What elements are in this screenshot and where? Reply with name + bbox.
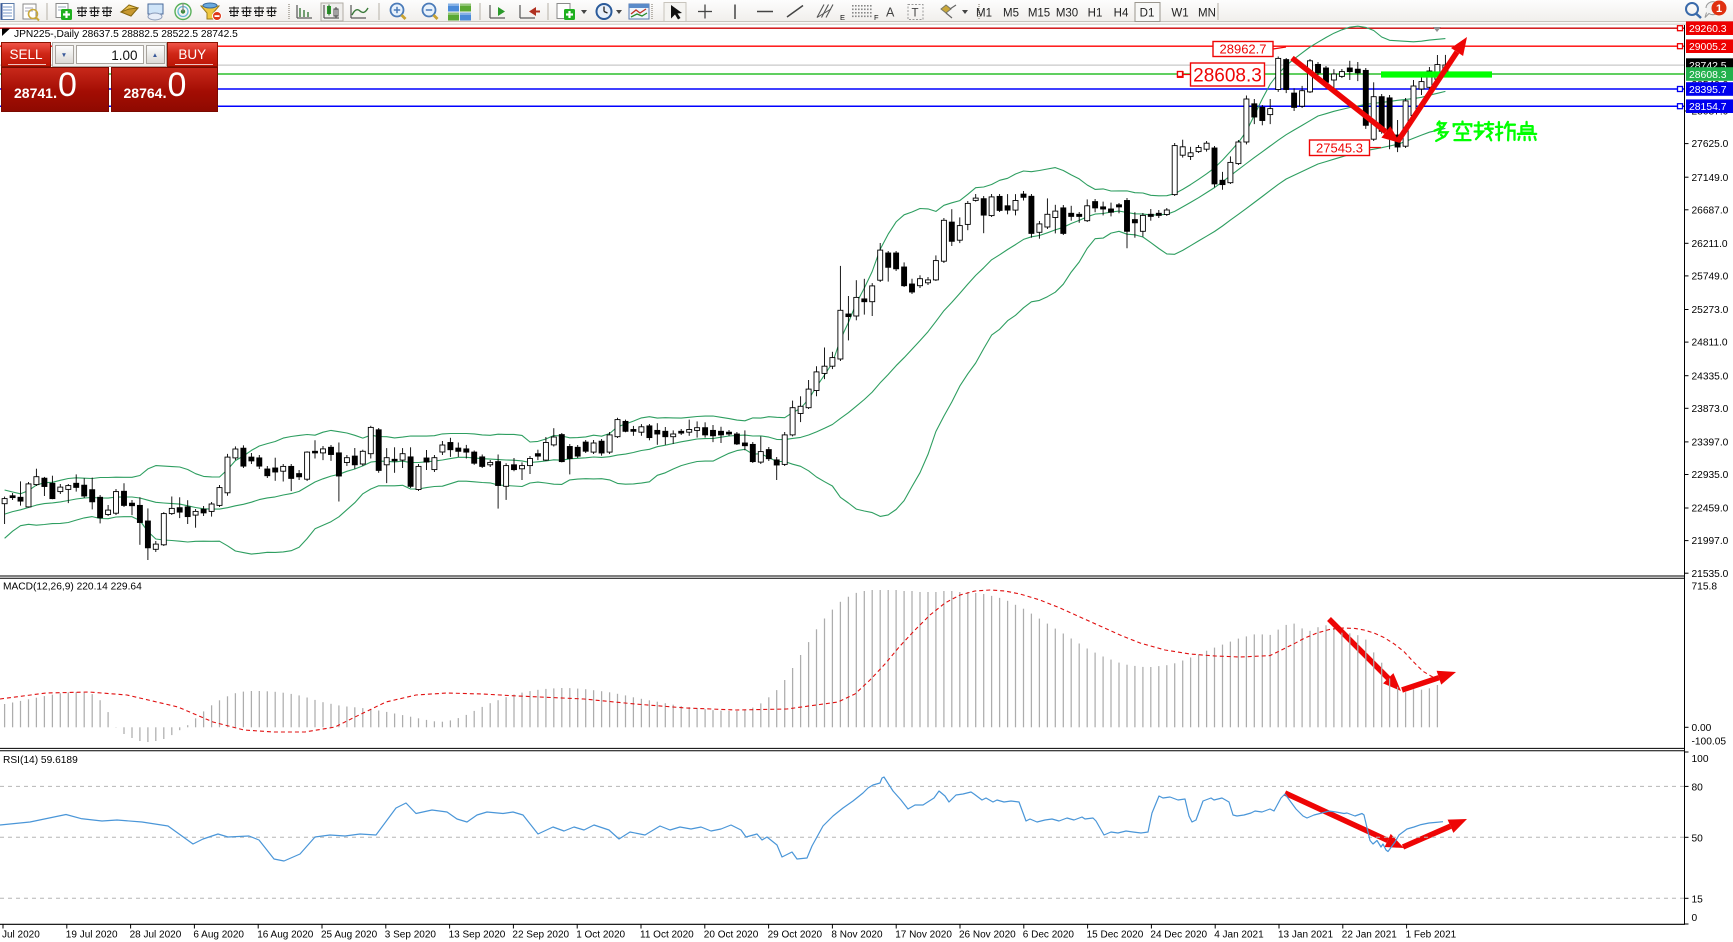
svg-text:0: 0 xyxy=(1692,913,1698,924)
svg-text:28608.3: 28608.3 xyxy=(1193,65,1262,86)
svg-text:W1: W1 xyxy=(1171,8,1188,20)
svg-text:25273.0: 25273.0 xyxy=(1692,305,1729,316)
svg-text:19 Jul 2020: 19 Jul 2020 xyxy=(66,929,118,940)
svg-text:29260.3: 29260.3 xyxy=(1689,24,1727,35)
svg-text:27545.3: 27545.3 xyxy=(1316,140,1363,155)
svg-text:15: 15 xyxy=(1692,894,1704,905)
svg-text:4 Jan 2021: 4 Jan 2021 xyxy=(1214,929,1264,940)
svg-text:A: A xyxy=(886,6,895,20)
svg-text:24335.0: 24335.0 xyxy=(1692,371,1729,382)
svg-text:23873.0: 23873.0 xyxy=(1692,404,1729,415)
svg-text:28 Jul 2020: 28 Jul 2020 xyxy=(130,929,182,940)
svg-text:16 Aug 2020: 16 Aug 2020 xyxy=(257,929,314,940)
svg-text:17 Nov 2020: 17 Nov 2020 xyxy=(895,929,952,940)
svg-text:13 Jan 2021: 13 Jan 2021 xyxy=(1278,929,1333,940)
svg-text:25 Aug 2020: 25 Aug 2020 xyxy=(321,929,378,940)
svg-text:29005.2: 29005.2 xyxy=(1689,42,1727,53)
svg-text:20 Oct 2020: 20 Oct 2020 xyxy=(704,929,759,940)
svg-text:JPN225-,Daily 28637.5 28882.5: JPN225-,Daily 28637.5 28882.5 28522.5 28… xyxy=(14,29,238,40)
svg-text:8 Nov 2020: 8 Nov 2020 xyxy=(831,929,883,940)
svg-text:1 Feb 2021: 1 Feb 2021 xyxy=(1406,929,1457,940)
svg-text:24 Dec 2020: 24 Dec 2020 xyxy=(1150,929,1207,940)
svg-text:T: T xyxy=(912,8,919,20)
svg-text:H4: H4 xyxy=(1114,8,1129,20)
svg-text:M15: M15 xyxy=(1028,8,1050,20)
svg-text:22 Sep 2020: 22 Sep 2020 xyxy=(512,929,569,940)
svg-text:27149.0: 27149.0 xyxy=(1692,173,1729,184)
svg-text:26 Nov 2020: 26 Nov 2020 xyxy=(959,929,1016,940)
svg-text:1: 1 xyxy=(1716,3,1722,15)
svg-text:27625.0: 27625.0 xyxy=(1692,139,1729,150)
svg-text:21535.0: 21535.0 xyxy=(1692,569,1729,580)
svg-text:26211.0: 26211.0 xyxy=(1692,239,1728,250)
svg-text:24811.0: 24811.0 xyxy=(1692,338,1728,349)
svg-text:23397.0: 23397.0 xyxy=(1692,438,1729,449)
svg-text:E: E xyxy=(840,13,845,22)
svg-text:28742.5: 28742.5 xyxy=(1689,61,1727,72)
svg-text:22459.0: 22459.0 xyxy=(1692,504,1729,515)
svg-text:6 Aug 2020: 6 Aug 2020 xyxy=(193,929,244,940)
svg-text:22 Jan 2021: 22 Jan 2021 xyxy=(1342,929,1397,940)
svg-text:F: F xyxy=(874,13,879,22)
svg-text:80: 80 xyxy=(1692,782,1704,793)
svg-text:11 Oct 2020: 11 Oct 2020 xyxy=(640,929,694,940)
svg-text:RSI(14) 59.6189: RSI(14) 59.6189 xyxy=(3,755,78,766)
svg-text:0.00: 0.00 xyxy=(1692,723,1712,734)
svg-text:1 Oct 2020: 1 Oct 2020 xyxy=(576,929,625,940)
svg-text:6 Dec 2020: 6 Dec 2020 xyxy=(1023,929,1075,940)
svg-text:D1: D1 xyxy=(1140,8,1155,20)
svg-text:22935.0: 22935.0 xyxy=(1692,470,1729,481)
svg-text:715.8: 715.8 xyxy=(1692,582,1718,593)
svg-text:3 Sep 2020: 3 Sep 2020 xyxy=(385,929,437,940)
svg-text:28608.3: 28608.3 xyxy=(1689,70,1727,81)
svg-text:MN: MN xyxy=(1198,8,1216,20)
svg-text:26687.0: 26687.0 xyxy=(1692,205,1729,216)
svg-text:H1: H1 xyxy=(1088,8,1103,20)
svg-text:29 Oct 2020: 29 Oct 2020 xyxy=(768,929,823,940)
svg-text:MACD(12,26,9) 220.14 229.64: MACD(12,26,9) 220.14 229.64 xyxy=(3,582,142,593)
svg-text:50: 50 xyxy=(1692,833,1704,844)
svg-text:100: 100 xyxy=(1692,754,1709,765)
svg-text:21997.0: 21997.0 xyxy=(1692,536,1729,547)
svg-text:28154.7: 28154.7 xyxy=(1689,102,1727,113)
svg-text:M1: M1 xyxy=(976,8,992,20)
svg-text:M30: M30 xyxy=(1056,8,1078,20)
svg-text:M5: M5 xyxy=(1003,8,1019,20)
svg-text:13 Sep 2020: 13 Sep 2020 xyxy=(449,929,506,940)
svg-text:15 Dec 2020: 15 Dec 2020 xyxy=(1087,929,1144,940)
svg-text:28962.7: 28962.7 xyxy=(1220,42,1267,57)
svg-text:25749.0: 25749.0 xyxy=(1692,272,1729,283)
svg-text:28395.7: 28395.7 xyxy=(1689,85,1727,96)
svg-text:-100.05: -100.05 xyxy=(1692,737,1727,748)
svg-text:Jul 2020: Jul 2020 xyxy=(2,929,40,940)
